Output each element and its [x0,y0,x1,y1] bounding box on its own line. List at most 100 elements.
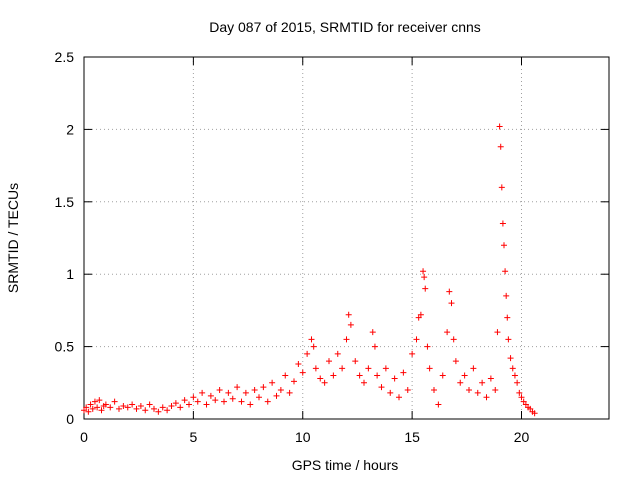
data-point [424,343,431,350]
data-point [83,404,90,411]
data-point [499,220,506,227]
data-point [439,372,446,379]
data-point [194,398,201,405]
x-tick-label: 5 [189,429,197,445]
data-point [242,389,249,396]
data-point [435,401,442,408]
data-point [420,268,427,275]
data-point [87,401,94,408]
data-point [371,343,378,350]
data-point [365,365,372,372]
data-point [312,365,319,372]
data-point [277,387,284,394]
data-point [352,358,359,365]
data-point [494,329,501,336]
data-point [347,321,354,328]
data-point [151,405,157,412]
x-tick-label: 0 [80,429,88,445]
data-point [496,123,503,130]
data-point [448,300,455,307]
data-point [91,398,98,405]
data-point [492,387,499,394]
plot-frame [83,56,610,420]
data-point [291,378,297,385]
y-tick-label: 2 [66,121,74,137]
data-point [212,397,219,404]
data-point [409,350,416,357]
data-point [466,387,472,394]
data-point [216,387,223,394]
grid-lines [84,57,609,419]
data-point [452,358,459,365]
data-point [444,329,451,336]
y-tick-label: 0.5 [55,339,75,355]
data-point [507,355,514,362]
x-tick-label: 15 [404,429,420,445]
data-point [391,375,398,382]
chart-title: Day 087 of 2015, SRMTID for receiver cnn… [209,19,481,35]
data-point [426,365,433,372]
data-point [361,379,367,386]
y-tick-label: 1.5 [55,194,75,210]
data-point [457,379,464,386]
data-point [186,401,192,408]
y-tick-labels: 0 0.5 1 1.5 2 2.5 [55,49,75,427]
data-point [199,389,206,396]
data-point [159,404,166,411]
data-point [234,384,241,391]
data-point [124,404,131,411]
x-axis-label: GPS time / hours [292,457,399,473]
data-point [308,336,315,343]
data-point [334,350,341,357]
data-point [282,372,289,379]
data-point [417,311,424,318]
data-point [129,401,136,408]
data-point [317,375,324,382]
data-point [531,410,538,417]
data-point [207,392,214,399]
data-point [400,369,407,376]
data-point [369,329,376,336]
data-point [172,400,179,407]
data-point [511,372,518,379]
x-tick-labels: 0 5 10 15 20 [80,429,529,445]
data-point [483,394,490,401]
data-point [251,387,258,394]
data-points [81,123,538,417]
data-point [461,372,468,379]
data-point [164,407,171,414]
data-point [225,389,232,396]
data-point [295,360,302,367]
data-point [431,387,437,394]
data-point [356,372,363,379]
data-point [382,365,389,372]
data-point [474,389,481,396]
y-tick-label: 2.5 [55,49,75,65]
data-point [96,397,103,404]
data-point [304,350,311,357]
data-point [501,242,507,249]
data-point [146,401,153,408]
data-point [120,402,127,409]
data-point [256,394,262,401]
data-point [247,401,254,408]
data-point [168,402,175,409]
data-point [142,407,149,414]
data-point [422,285,429,292]
data-point [378,384,385,391]
data-point [107,404,114,411]
data-point [269,379,276,386]
data-point [229,395,236,402]
data-point [181,397,188,404]
data-point [116,405,122,412]
data-point [413,336,420,343]
data-point [111,398,118,405]
data-point [339,365,346,372]
data-point [404,387,411,394]
data-point [509,365,516,372]
data-point [470,365,477,372]
data-point [345,311,352,318]
data-point [498,184,505,191]
data-point [421,274,428,281]
